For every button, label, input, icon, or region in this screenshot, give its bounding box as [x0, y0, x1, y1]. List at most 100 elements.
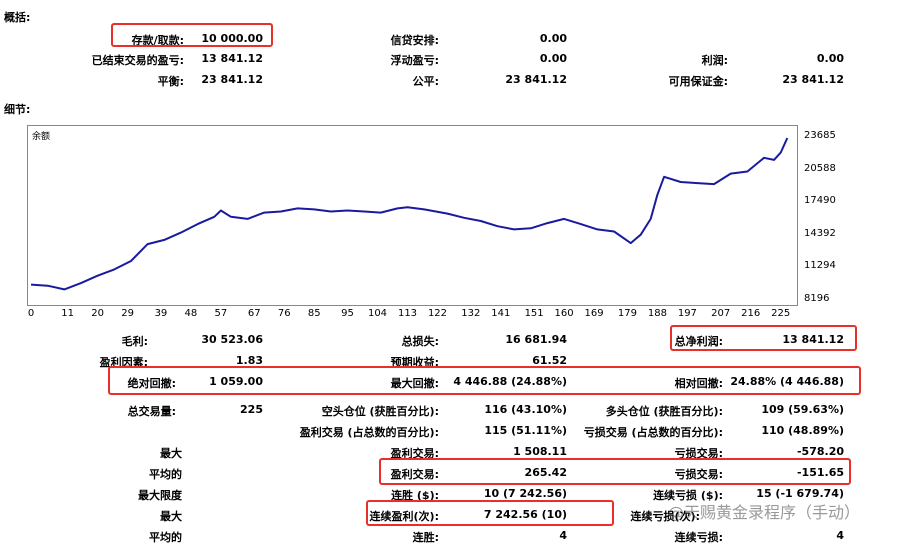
expected-payoff-value: 61.52 [532, 354, 567, 367]
consec-wins-label: 连胜 ($): [391, 489, 439, 502]
net-profit-label: 总净利润: [674, 335, 723, 348]
total-trades-label: 总交易量: [127, 405, 176, 418]
x-tick-label: 207 [711, 308, 731, 319]
avg2-label: 平均的 [149, 531, 182, 544]
x-tick-label: 67 [247, 308, 261, 319]
chart-legend: 余额 [32, 132, 51, 142]
balance-value: 23 841.12 [201, 73, 263, 86]
abs-dd-label: 绝对回撤: [127, 377, 176, 390]
deposit-label: 存款/取款: [131, 34, 184, 47]
x-tick-label: 39 [154, 308, 168, 319]
x-tick-label: 132 [461, 308, 481, 319]
x-tick-label: 151 [524, 308, 544, 319]
x-tick-label: 179 [617, 308, 637, 319]
credit-label: 信贷安排: [390, 34, 439, 47]
short-positions-label: 空头仓位 (获胜百分比): [321, 405, 439, 418]
short-positions-value: 116 (43.10%) [484, 403, 567, 416]
avg-wins-label: 连胜: [412, 531, 439, 544]
max-limit-label: 最大限度 [138, 489, 182, 502]
long-positions-value: 109 (59.63%) [761, 403, 844, 416]
credit-value: 0.00 [539, 32, 567, 45]
equity-value: 23 841.12 [505, 73, 567, 86]
max-dd-value: 4 446.88 (24.88%) [453, 375, 567, 388]
profit-trades-value: 115 (51.11%) [484, 424, 567, 437]
margin-value: 0.00 [816, 52, 844, 65]
x-tick-label: 122 [427, 308, 448, 319]
consec-losses-value: 15 (-1 679.74) [756, 487, 844, 500]
avg-losses-label: 连续亏损: [674, 531, 723, 544]
x-tick-label: 95 [341, 308, 354, 319]
margin-label: 利润: [701, 54, 728, 67]
consec-loss-label: 连续亏损(次): [630, 510, 700, 523]
gross-profit-label: 毛利: [121, 335, 148, 348]
avg-profit-value: 265.42 [524, 466, 567, 479]
x-tick-label: 188 [647, 308, 667, 319]
abs-dd-value: 1 059.00 [209, 375, 263, 388]
net-profit-value: 13 841.12 [782, 333, 844, 346]
free-margin-label: 可用保证金: [668, 75, 728, 88]
largest-loss-label: 亏损交易: [674, 447, 723, 460]
profit-trades-label: 盈利交易 (占总数的百分比): [299, 426, 439, 439]
gross-profit-value: 30 523.06 [201, 333, 263, 346]
deposit-highlight-box [111, 23, 273, 47]
avg-loss-label: 亏损交易: [674, 468, 723, 481]
balance-label: 平衡: [157, 75, 184, 88]
loss-trades-value: 110 (48.89%) [761, 424, 844, 437]
max-dd-label: 最大回撤: [390, 377, 439, 390]
long-positions-label: 多头仓位 (获胜百分比): [605, 405, 723, 418]
largest-label: 最大 [160, 447, 182, 460]
y-tick-label: 17490 [804, 195, 836, 207]
equity-label: 公平: [412, 75, 439, 88]
consec-losses-label: 连续亏损 ($): [653, 489, 723, 502]
x-tick-label: 76 [277, 308, 291, 319]
x-tick-label: 216 [741, 308, 761, 319]
maximal-label: 最大 [160, 510, 182, 523]
floating-pl-label: 浮动盈亏: [390, 54, 439, 67]
balance-line [30, 137, 789, 291]
x-tick-label: 0 [27, 308, 35, 319]
y-tick-label: 20588 [804, 162, 836, 174]
x-tick-label: 113 [397, 308, 418, 319]
details-heading: 细节: [4, 103, 31, 116]
consec-wins-value: 10 (7 242.56) [483, 487, 567, 500]
profit-factor-label: 盈利因素: [99, 356, 148, 369]
consec-profit-highlight-box [366, 500, 614, 526]
avg-profit-label: 盈利交易: [390, 468, 439, 481]
summary-heading: 概括: [4, 11, 31, 24]
x-tick-label: 225 [771, 308, 791, 319]
y-tick-label: 14392 [804, 227, 836, 239]
largest-loss-value: -578.20 [796, 445, 844, 458]
x-tick-label: 169 [584, 308, 604, 319]
expected-payoff-label: 预期收益: [390, 356, 439, 369]
y-tick-label: 23685 [804, 130, 836, 141]
net-profit-highlight-box [670, 325, 857, 351]
rel-dd-value: 24.88% (4 446.88) [730, 375, 844, 388]
deposit-value: 10 000.00 [201, 32, 263, 45]
avg-wins-value: 4 [559, 529, 567, 542]
closed-pl-label: 已结束交易的盈亏: [91, 54, 184, 67]
x-tick-label: 141 [491, 308, 511, 319]
average-label: 平均的 [149, 468, 182, 481]
floating-pl-value: 0.00 [539, 52, 567, 65]
x-tick-label: 29 [121, 308, 134, 319]
average-trade-highlight-box [379, 458, 851, 485]
closed-pl-value: 13 841.12 [201, 52, 263, 65]
avg-loss-value: -151.65 [796, 466, 844, 479]
x-tick-label: 57 [214, 308, 228, 319]
consec-profit-label: 连续盈利(次): [369, 510, 439, 523]
y-tick-label: 8196 [804, 293, 830, 304]
drawdown-highlight-box [108, 366, 861, 395]
gross-loss-label: 总损失: [401, 335, 439, 348]
avg-losses-value: 4 [836, 529, 844, 542]
loss-trades-label: 亏损交易 (占总数的百分比): [583, 426, 723, 439]
free-margin-value: 23 841.12 [782, 73, 844, 86]
profit-factor-value: 1.83 [235, 354, 263, 367]
largest-profit-value: 1 508.11 [513, 445, 567, 458]
x-tick-label: 197 [677, 308, 697, 319]
x-tick-label: 104 [367, 308, 388, 319]
total-trades-value: 225 [240, 403, 263, 416]
balance-chart-svg [30, 137, 789, 291]
x-tick-label: 160 [554, 308, 574, 319]
x-tick-label: 48 [184, 308, 198, 319]
consec-profit-value: 7 242.56 (10) [483, 508, 567, 521]
